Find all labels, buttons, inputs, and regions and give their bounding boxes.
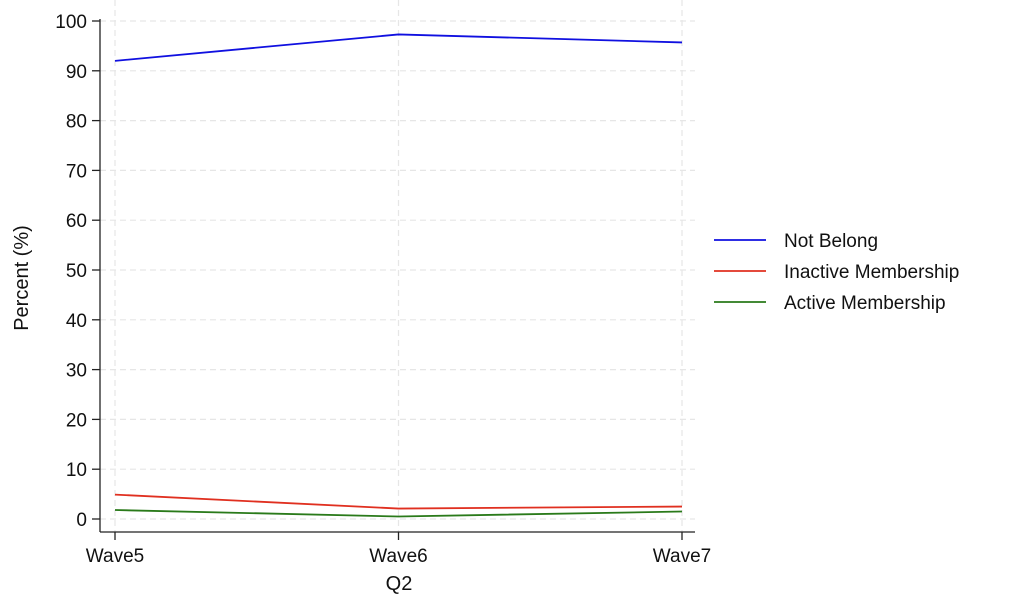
y-tick-label: 100 [55,12,87,33]
x-axis-title: Q2 [386,573,413,595]
y-tick-label: 80 [66,112,87,133]
series-line-active-membership [114,509,683,518]
legend-label-inactive-membership: Inactive Membership [784,262,959,283]
y-tick-label: 20 [66,410,87,431]
legend-label-not-belong: Not Belong [784,231,878,252]
y-tick-label: 50 [66,261,87,282]
series-lines [114,33,683,518]
x-tick-label: Wave6 [369,546,427,567]
legend: Not Belong Inactive Membership Active Memb… [714,231,959,314]
y-tick-label: 30 [66,361,87,382]
y-tick-label: 10 [66,460,87,481]
series-line-not-belong [114,33,683,62]
y-tick-label: 60 [66,211,87,232]
x-tick-label: Wave7 [653,546,711,567]
legend-label-active-membership: Active Membership [784,293,946,314]
x-tick-label: Wave5 [86,546,144,567]
y-tick-label: 90 [66,62,87,83]
y-axis-title: Percent (%) [11,225,33,331]
y-tick-label: 0 [76,510,87,531]
y-tick-label: 70 [66,161,87,182]
series-line-inactive-membership [114,493,683,510]
grid-lines [100,0,695,532]
axes: 0 10 20 30 40 50 60 70 80 90 100 Wave5 Wave6 Wave7 [55,12,711,567]
y-tick-label: 40 [66,311,87,332]
